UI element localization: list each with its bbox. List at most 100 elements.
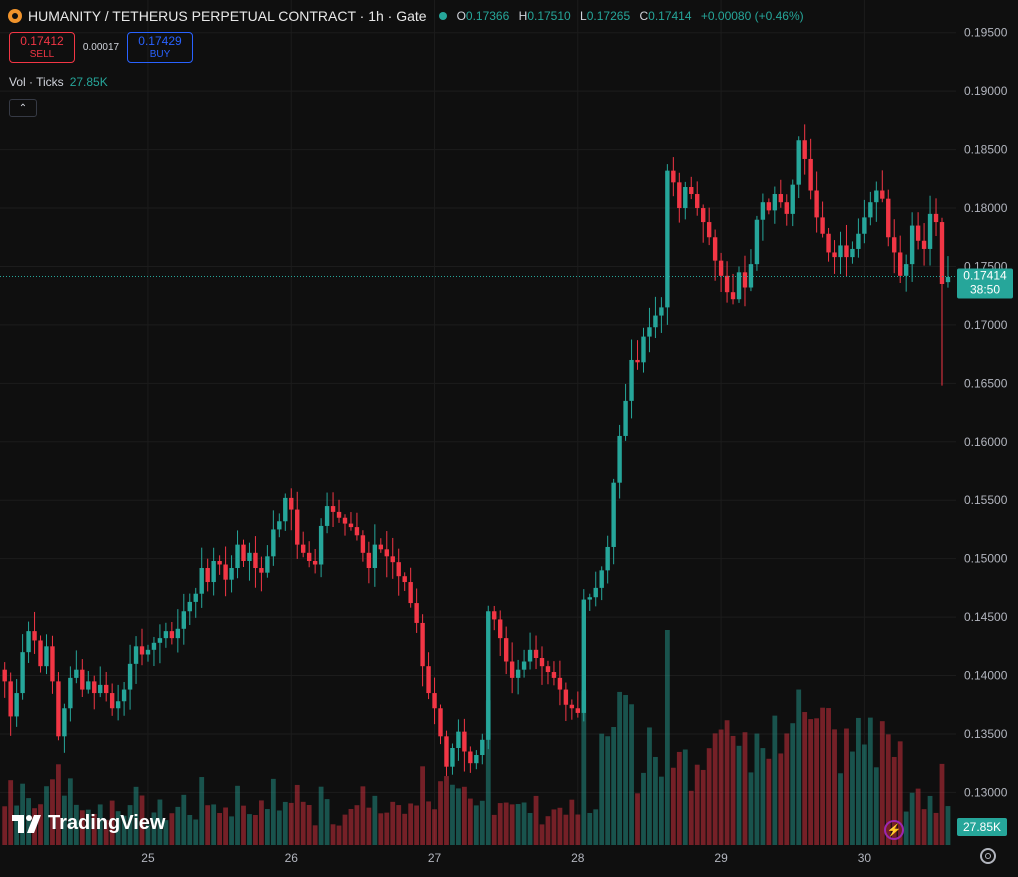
x-tick-label: 26 [285,851,299,865]
candle-body [56,681,61,737]
close-value: 0.17414 [648,9,692,23]
sell-button[interactable]: 0.17412 SELL [9,32,75,63]
volume-bar [796,689,802,845]
candle-body [826,233,831,253]
candle-body [838,245,843,258]
volume-bar [861,744,867,845]
candle-body [551,672,557,678]
volume-bar [342,814,348,845]
candle-body [121,689,127,702]
candle-body [38,640,43,667]
volume-bar [56,764,61,845]
candle-body [253,552,258,569]
buy-button[interactable]: 0.17429 BUY [127,32,193,63]
candle-body [301,544,306,553]
buy-label: BUY [149,48,171,60]
candle-body [503,638,509,662]
candle-body [289,497,294,510]
tradingview-logo[interactable]: TradingView [12,812,165,835]
collapse-legend-button[interactable]: ⌃ [9,99,37,117]
y-tick-label: 0.17000 [964,318,1008,332]
candle-body [103,684,109,694]
candle-body [880,190,885,199]
candle-body [432,693,437,709]
volume-bar [199,777,205,845]
volume-bar [557,807,563,845]
volume-bar [832,729,837,845]
candle-body [903,264,909,276]
volume-bar [38,804,43,845]
candle-body [169,631,175,639]
candle-body [748,264,754,288]
lightning-icon[interactable]: ⚡ [884,820,904,840]
volume-bar [456,788,461,845]
volume-bar [270,778,276,845]
volume-bar [736,745,742,845]
candle-body [474,755,479,764]
y-tick-label: 0.16000 [964,435,1008,449]
volume-bar [760,748,766,845]
candle-body [277,521,282,530]
candle-body [145,649,151,655]
settings-gear-icon[interactable] [980,848,996,864]
y-tick-label: 0.15500 [964,493,1008,507]
volume-bar [933,812,939,845]
y-tick-label: 0.14500 [964,610,1008,624]
volume-bar [718,729,724,845]
candle-body [677,182,682,209]
volume-bar [438,781,443,845]
x-tick-label: 29 [714,851,728,865]
volume-bar [354,805,360,845]
volume-bar [503,802,509,845]
candle-body [593,587,598,598]
symbol-title[interactable]: HUMANITY / TETHERUS PERPETUAL CONTRACT ·… [28,8,427,24]
x-tick-label: 30 [858,851,872,865]
volume-legend[interactable]: Vol · Ticks 27.85K [9,75,108,89]
volume-bar [700,769,706,845]
volume-value: 27.85K [69,75,108,89]
candle-body [718,260,724,276]
volume-bar [784,733,790,845]
y-tick-label: 0.19500 [964,26,1008,40]
volume-bar [653,756,658,845]
volume-badge-label: 27.85K [963,820,1001,834]
candle-body [139,646,145,655]
candle-body [635,359,640,363]
ohlc-readout: O0.17366 H0.17510 L0.17265 C0.17414 +0.0… [457,9,804,23]
candle-body [259,568,264,573]
candle-body [659,307,664,316]
volume-bar [927,795,933,845]
volume-bar [903,811,909,845]
candle-body [324,506,330,526]
candle-body [271,529,276,557]
candle-body [420,622,425,667]
candle-body [330,506,336,512]
candle-body [581,599,586,713]
volume-bar [867,717,873,845]
volume-bar [611,727,617,845]
volume-bar [563,814,569,845]
candle-body [283,497,288,522]
volume-bar [444,776,449,845]
volume-bar [545,816,551,845]
volume-bar [115,811,121,845]
low-label: L [580,9,587,23]
volume-bar [384,812,390,845]
volume-bar [748,772,754,845]
candle-body [695,194,700,209]
volume-bar [205,805,211,845]
buy-price: 0.17429 [138,33,182,48]
volume-bar [879,721,885,845]
candle-body [515,669,521,678]
candle-body [766,202,772,211]
volume-bar [133,786,139,845]
candle-body [712,237,718,261]
volume-bar [408,803,414,845]
volume-bar [856,717,861,845]
volume-bar [664,630,670,845]
candle-body [175,628,181,639]
volume-bar [396,805,402,845]
candle-body [509,661,515,678]
